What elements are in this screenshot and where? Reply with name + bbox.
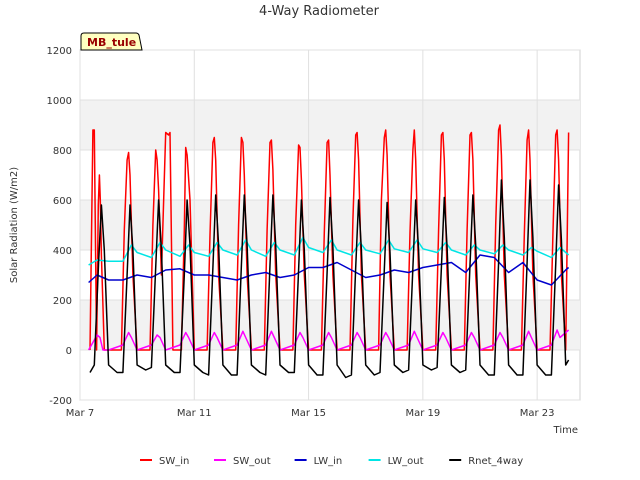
y-tick-label: 600 — [53, 196, 72, 207]
x-axis-title: Time — [553, 425, 578, 436]
legend-label-sw-in: SW_in — [159, 456, 189, 467]
x-tick-label: Mar 15 — [291, 408, 326, 419]
series-line-sw-in — [89, 124, 570, 351]
x-axis-ticks: Mar 7 Mar 11 Mar 15 Mar 19 Mar 23 — [66, 408, 555, 419]
series-line-lw-out — [88, 236, 570, 266]
x-tick-label: Mar 23 — [520, 408, 555, 419]
y-tick-label: -200 — [49, 396, 72, 407]
legend-label-lw-in: LW_in — [314, 456, 343, 467]
site-label: MB_tule — [87, 36, 136, 49]
chart-title: 4-Way Radiometer — [259, 4, 380, 19]
y-tick-label: 0 — [66, 346, 72, 357]
x-tick-label: Mar 19 — [405, 408, 440, 419]
y-tick-label: 1200 — [47, 46, 72, 57]
y-axis-title: Solar Radiation (W/m2) — [9, 167, 20, 283]
site-label-background — [80, 32, 143, 51]
y-axis-ticks: -200 0 200 400 600 800 1000 1200 — [47, 46, 72, 407]
series-line-rnet-4way — [89, 179, 570, 379]
legend-label-sw-out: SW_out — [233, 456, 271, 467]
series-layer — [87, 124, 570, 379]
y-tick-label: 800 — [53, 146, 72, 157]
plot-bands — [80, 100, 580, 350]
x-tick-label: Mar 7 — [66, 408, 94, 419]
legend-label-rnet-4way: Rnet_4way — [468, 456, 523, 467]
y-tick-label: 400 — [53, 246, 72, 257]
site-label-box: MB_tule — [80, 32, 143, 51]
series-line-sw-out — [87, 329, 570, 351]
series-line-lw-in — [88, 254, 570, 286]
y-tick-label: 1000 — [47, 96, 72, 107]
x-tick-label: Mar 11 — [177, 408, 212, 419]
y-tick-label: 200 — [53, 296, 72, 307]
legend: SW_in SW_out LW_in LW_out Rnet_4way — [140, 456, 523, 467]
plot-band — [80, 100, 580, 150]
legend-label-lw-out: LW_out — [388, 456, 424, 467]
